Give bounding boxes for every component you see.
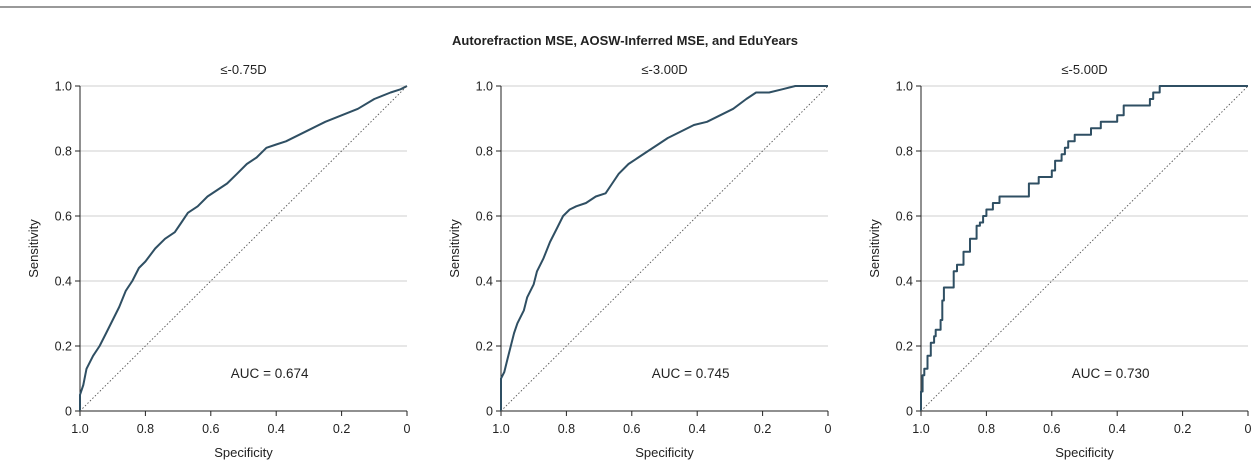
auc-label: AUC [231, 366, 260, 381]
panel-subtitle: ≤-5.00D [1061, 62, 1107, 77]
x-tick-label: 0.6 [202, 422, 219, 436]
auc-label: AUC [1072, 366, 1101, 381]
y-tick-label: 0 [906, 405, 913, 419]
y-tick-label: 1.0 [896, 80, 913, 94]
y-tick-label: 0.8 [476, 145, 493, 159]
y-tick-label: 0.6 [896, 210, 913, 224]
auc-annotation: AUC = 0.674 [231, 366, 309, 381]
reference-diagonal [79, 85, 408, 412]
x-tick-label: 1.0 [912, 422, 929, 436]
y-tick-label: 0.8 [55, 145, 72, 159]
y-tick-label: 1.0 [55, 80, 72, 94]
x-tick-label: 0.2 [754, 422, 771, 436]
x-tick-label: 0.8 [978, 422, 995, 436]
x-tick-label: 0.4 [689, 422, 706, 436]
x-axis-label: Specificity [214, 445, 273, 460]
x-tick-label: 0.2 [333, 422, 350, 436]
y-axis-label: Sensitivity [867, 219, 882, 278]
auc-value: 0.745 [696, 366, 730, 381]
y-tick-label: 1.0 [476, 80, 493, 94]
figure-title: Autorefraction MSE, AOSW-Inferred MSE, a… [452, 33, 798, 48]
auc-annotation: AUC = 0.745 [652, 366, 730, 381]
roc-panel: 0 0.2 0.4 0.6 0.8 1.0 1.0 0.8 0.6 0.4 0.2 0 ≤-3.00D S… [447, 62, 832, 460]
x-tick-label: 0 [1245, 422, 1251, 436]
y-tick-label: 0.4 [476, 275, 493, 289]
auc-value: 0.674 [275, 366, 309, 381]
x-tick-label: 0.4 [268, 422, 285, 436]
panel-subtitle: ≤-3.00D [641, 62, 687, 77]
x-axis-label: Specificity [1055, 445, 1114, 460]
y-tick-label: 0.6 [55, 210, 72, 224]
roc-panel: 0 0.2 0.4 0.6 0.8 1.0 1.0 0.8 0.6 0.4 0.2 0 ≤-5.00D S… [867, 62, 1251, 460]
x-tick-label: 1.0 [492, 422, 509, 436]
x-tick-label: 0.8 [137, 422, 154, 436]
roc-curve [500, 85, 828, 411]
x-tick-label: 0.4 [1109, 422, 1126, 436]
y-tick-label: 0.2 [896, 340, 913, 354]
x-tick-label: 0.2 [1174, 422, 1191, 436]
y-tick-label: 0.2 [55, 340, 72, 354]
y-axis-label: Sensitivity [447, 219, 462, 278]
x-tick-label: 0 [825, 422, 832, 436]
y-tick-label: 0 [65, 405, 72, 419]
x-tick-label: 0.8 [558, 422, 575, 436]
roc-curve [79, 85, 408, 411]
y-tick-label: 0 [486, 405, 493, 419]
x-tick-label: 0.6 [1043, 422, 1060, 436]
auc-value: 0.730 [1116, 366, 1150, 381]
y-tick-label: 0.8 [896, 145, 913, 159]
x-axis-label: Specificity [635, 445, 694, 460]
roc-curve [920, 85, 1248, 411]
auc-equals: = [259, 366, 274, 381]
x-tick-label: 1.0 [71, 422, 88, 436]
y-tick-label: 0.6 [476, 210, 493, 224]
reference-diagonal [500, 85, 829, 412]
auc-annotation: AUC = 0.730 [1072, 366, 1150, 381]
auc-equals: = [680, 366, 695, 381]
auc-label: AUC [652, 366, 681, 381]
y-axis-label: Sensitivity [26, 219, 41, 278]
roc-panel: 0 0.2 0.4 0.6 0.8 1.0 1.0 0.8 0.6 0.4 0.2 0 ≤-0.75D S… [26, 62, 411, 460]
panel-subtitle: ≤-0.75D [220, 62, 266, 77]
y-tick-label: 0.4 [896, 275, 913, 289]
auc-equals: = [1100, 366, 1115, 381]
y-tick-label: 0.4 [55, 275, 72, 289]
x-tick-label: 0.6 [623, 422, 640, 436]
y-tick-label: 0.2 [476, 340, 493, 354]
x-tick-label: 0 [404, 422, 411, 436]
